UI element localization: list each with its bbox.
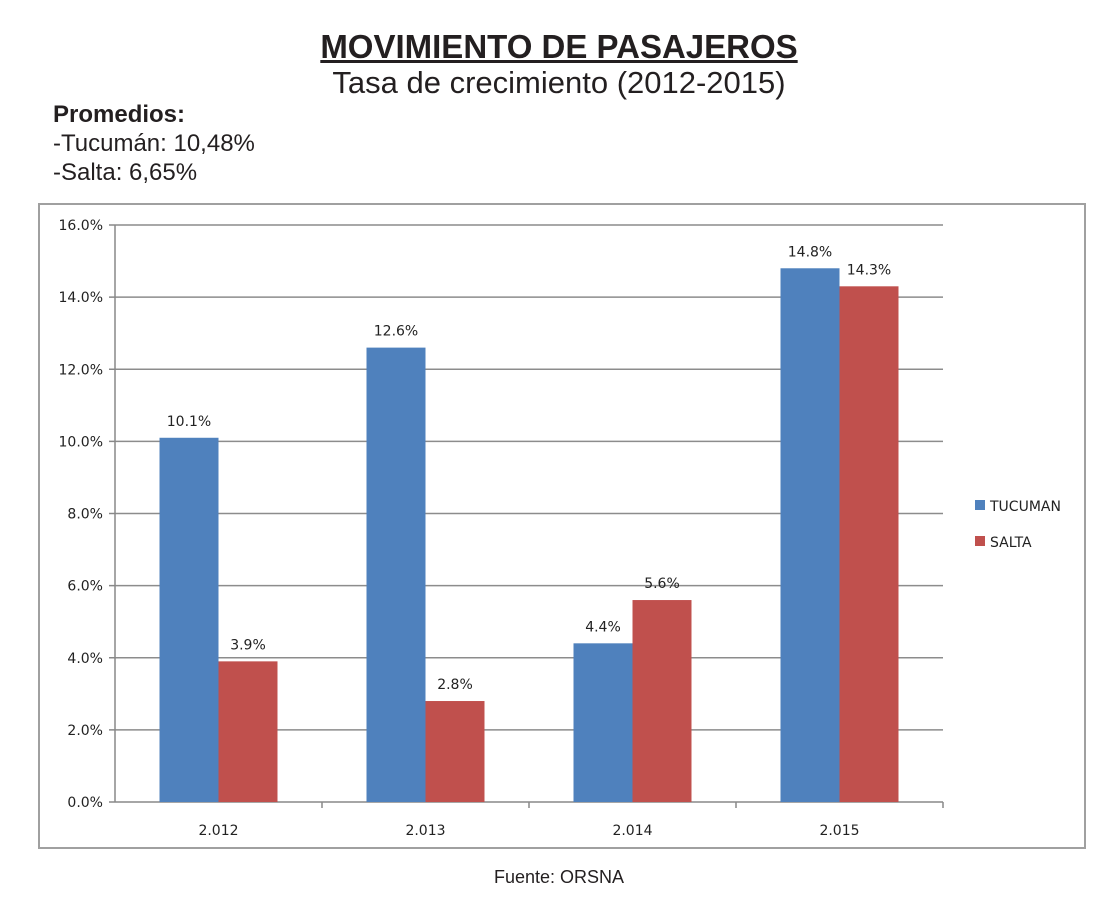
y-tick-label: 10.0% [59,434,103,450]
x-tick-label: 2.013 [405,823,445,839]
x-tick-label: 2.014 [612,823,652,839]
bar-salta [218,661,278,802]
bar-salta [839,286,899,802]
averages-title: Promedios: [53,101,186,128]
legend-label: SALTA [990,535,1032,551]
data-label: 3.9% [230,637,266,653]
bar-tucuman [780,268,840,802]
y-tick-label: 0.0% [67,795,103,811]
data-label: 5.6% [644,576,680,592]
averages-block: Promedios: -Tucumán: 10,48% -Salta: 6,65… [53,100,255,187]
source-note: Fuente: ORSNA [493,867,625,887]
bar-tucuman [573,643,633,802]
y-tick-label: 16.0% [59,218,103,234]
bar-salta [425,701,485,802]
x-tick-label: 2.015 [819,823,859,839]
bar-chart: 0.0% 2.0% 4.0% 6.0% 8.0% 10.0% 12.0% 14.0% 16.0%… [59,218,1061,839]
data-label: 14.3% [847,262,891,278]
data-label: 4.4% [585,619,621,635]
average-salta: -Salta: 6,65% [53,159,198,186]
data-label: 12.6% [374,324,418,340]
average-tucuman: -Tucumán: 10,48% [53,130,255,157]
bar-tucuman [366,347,426,802]
y-tick-label: 2.0% [67,723,103,739]
y-tick-label: 6.0% [67,579,103,595]
chart-subtitle: Tasa de crecimiento (2012-2015) [332,65,786,100]
y-tick-label: 14.0% [59,290,103,306]
bar-salta [632,600,692,802]
y-tick-label: 4.0% [67,651,103,667]
data-label: 14.8% [788,244,832,260]
legend-swatch [975,500,985,510]
chart-frame: 0.0% 2.0% 4.0% 6.0% 8.0% 10.0% 12.0% 14.0% 16.0%… [38,203,1086,849]
legend-label: TUCUMAN [989,499,1061,515]
y-tick-label: 8.0% [67,507,103,523]
x-tick-label: 2.012 [198,823,238,839]
data-label: 10.1% [167,414,211,430]
y-tick-label: 12.0% [59,362,103,378]
bar-tucuman [159,437,219,802]
legend-swatch [975,536,985,546]
chart-title: MOVIMIENTO DE PASAJEROS [320,28,798,65]
data-label: 2.8% [437,677,473,693]
